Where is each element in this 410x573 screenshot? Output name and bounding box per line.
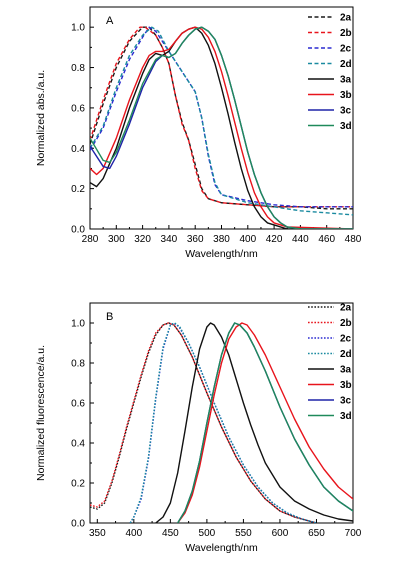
- y-tick-label: 0.8: [71, 359, 85, 370]
- series-line-3b: [176, 322, 353, 523]
- x-tick-label: 650: [308, 528, 325, 539]
- series-line-2d: [90, 26, 353, 216]
- series-group: [90, 322, 353, 523]
- x-tick-label: 440: [292, 234, 309, 245]
- panel-label: B: [106, 311, 113, 323]
- x-tick-label: 360: [187, 234, 204, 245]
- legend-label: 3b: [340, 90, 352, 101]
- x-tick-label: 350: [89, 528, 106, 539]
- x-tick-label: 300: [108, 234, 125, 245]
- y-axis-label: Normalized fluorescence/a.u.: [35, 345, 47, 481]
- series-line-3a: [155, 322, 353, 523]
- legend-label: 2b: [340, 28, 352, 39]
- y-tick-label: 1.0: [71, 23, 85, 34]
- x-tick-label: 400: [239, 234, 256, 245]
- series-line-2a: [90, 322, 317, 523]
- x-tick-label: 480: [345, 234, 362, 245]
- y-tick-label: 0.2: [71, 479, 85, 490]
- legend-label: 2b: [340, 318, 352, 329]
- x-tick-label: 320: [134, 234, 151, 245]
- legend-label: 2c: [340, 334, 352, 345]
- legend-label: 3b: [340, 380, 352, 391]
- legend-label: 3d: [340, 121, 352, 132]
- legend-label: 3a: [340, 365, 352, 376]
- x-tick-label: 600: [272, 528, 289, 539]
- legend-label: 3c: [340, 396, 352, 407]
- legend-label: 2c: [340, 44, 352, 55]
- x-axis-label: Wavelength/nm: [185, 542, 258, 554]
- x-tick-label: 420: [266, 234, 283, 245]
- x-tick-label: 280: [82, 234, 99, 245]
- y-tick-label: 1.0: [71, 319, 85, 330]
- plot-frame: [89, 302, 354, 524]
- y-tick-label: 0.4: [71, 439, 85, 450]
- panel-b: 350 400 450 500 550 600 650 700 0.0 0.2 0.4 0.6 0.8 1…: [35, 302, 362, 554]
- legend-label: 3a: [340, 75, 352, 86]
- series-line-3c: [176, 322, 353, 523]
- legend-label: 3d: [340, 411, 352, 422]
- x-tick-label: 550: [235, 528, 252, 539]
- y-tick-label: 0.4: [71, 144, 85, 155]
- legend-label: 3c: [340, 106, 352, 117]
- x-tick-label: 460: [318, 234, 335, 245]
- series-line-2c: [129, 322, 317, 523]
- x-tick-label: 700: [345, 528, 362, 539]
- y-axis-label: Normalized abs./a.u.: [35, 70, 47, 166]
- y-tick-label: 0.0: [71, 225, 85, 236]
- legend-label: 2a: [340, 13, 352, 24]
- y-tick-label: 0.6: [71, 399, 85, 410]
- legend-label: 2d: [340, 59, 352, 70]
- panel-label: A: [106, 15, 114, 27]
- x-tick-label: 380: [213, 234, 230, 245]
- legend-label: 2d: [340, 349, 352, 360]
- series-line-2b: [90, 322, 317, 523]
- x-tick-label: 400: [125, 528, 142, 539]
- legend: 2a 2b 2c 2d 3a 3b 3c 3d: [308, 303, 352, 422]
- y-tick-label: 0.2: [71, 184, 85, 195]
- x-axis-label: Wavelength/nm: [185, 248, 258, 260]
- series-line-3d: [90, 26, 353, 229]
- x-tick-label: 450: [162, 528, 179, 539]
- series-line-2b: [90, 26, 353, 208]
- series-group: [90, 26, 353, 229]
- x-tick-label: 500: [199, 528, 216, 539]
- series-line-2d: [129, 322, 317, 523]
- x-tick-label: 340: [161, 234, 178, 245]
- y-tick-label: 0.0: [71, 519, 85, 530]
- y-tick-label: 0.6: [71, 103, 85, 114]
- y-tick-label: 0.8: [71, 63, 85, 74]
- series-line-3a: [90, 26, 353, 229]
- panel-a: 280 300 320 340 360 380 400 420 440 460 480 0.0 0.2 0…: [35, 6, 362, 260]
- legend-label: 2a: [340, 303, 352, 314]
- legend: 2a 2b 2c 2d 3a 3b 3c 3d: [308, 13, 352, 132]
- series-line-3d: [176, 322, 353, 523]
